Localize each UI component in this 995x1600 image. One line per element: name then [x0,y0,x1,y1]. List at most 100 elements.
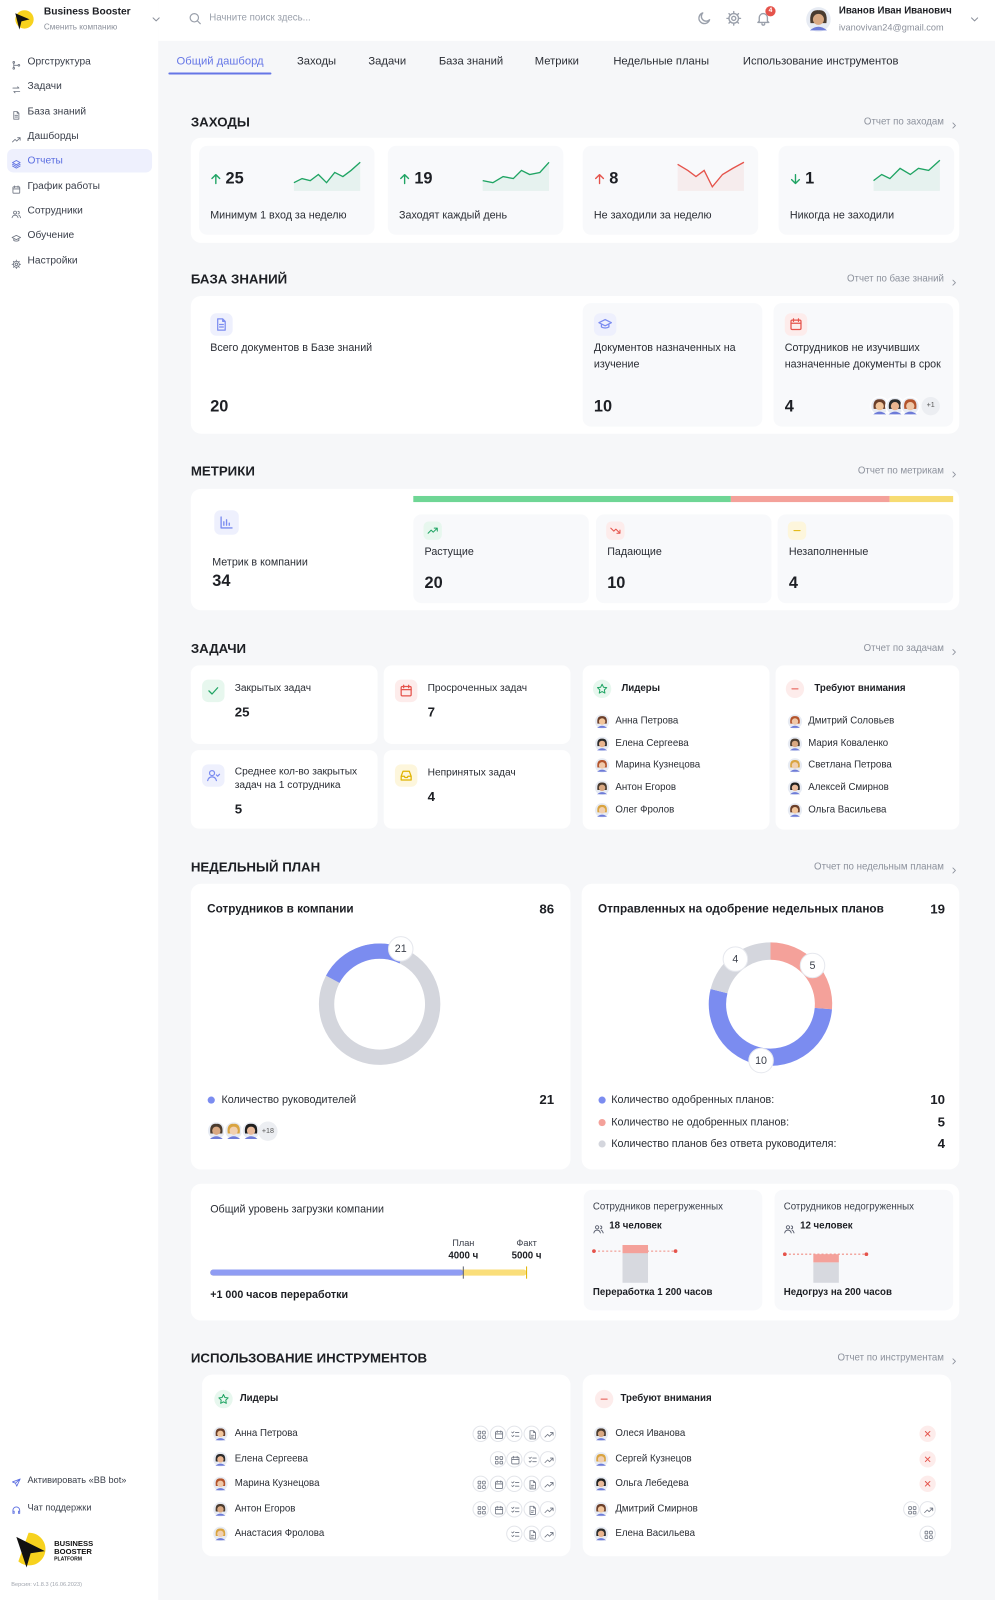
load-card-title: Сотрудников перегруженных [592,1201,723,1213]
tools-card-icon [594,1389,614,1409]
person-name[interactable]: Антон Егоров [234,1502,296,1514]
task-icon [202,679,225,703]
avatar [787,802,803,818]
report-link[interactable]: Отчет по метрикам [857,465,944,477]
icon-shape [793,530,801,532]
search-input[interactable]: Начните поиск здесь... [209,12,311,24]
avatar-body [597,792,608,795]
icon-shape [511,1455,520,1464]
icon-shape [208,687,219,695]
person-name[interactable]: Елена Сергеева [234,1452,308,1464]
icon-shape [494,1480,503,1485]
person-name[interactable]: Светлана Петрова [808,759,892,771]
icon-shape [952,649,956,656]
avatar [787,714,803,729]
icon-shape [790,319,802,331]
user-name[interactable]: Иванов Иван Иванович [838,5,952,17]
avatar-face [597,1455,605,1463]
person-name[interactable]: Дмитрий Смирнов [615,1502,698,1514]
person-name[interactable]: Марина Кузнецова [234,1477,320,1489]
menu-item[interactable]: Оргструктура [27,56,91,68]
tab[interactable]: Недельные планы [613,55,710,68]
avatar-face [906,402,915,411]
tab[interactable]: Заходы [296,55,337,68]
menu-item[interactable]: Отчеты [27,155,63,167]
sparkline [482,161,550,191]
person-name[interactable]: Антон Егоров [615,781,677,794]
icon-shape [598,318,613,329]
brand-name[interactable]: Business Booster [43,6,131,18]
legend-dot-circle [207,1096,215,1104]
avatar-body [789,725,800,728]
person-name[interactable]: Олег Фролов [615,803,675,816]
person-name[interactable]: Мария Коваленко [808,737,889,749]
bottom-link[interactable]: Активировать «BB bot» [27,1474,127,1485]
avatar-face [812,13,824,25]
icon-shape [477,1480,486,1489]
brand-action[interactable]: Сменить компанию [43,22,118,32]
icon-shape [924,1456,931,1462]
person-name[interactable]: Елена Сергеева [615,737,689,749]
tab[interactable]: Использование инструментов [742,55,899,68]
avatar [594,758,610,773]
logo-text: BUSINESS [54,1538,94,1549]
menu-item[interactable]: База знаний [27,106,87,118]
icon-shape [511,1481,520,1488]
legend-label: Количество руководителей [221,1093,357,1107]
avatar-body [215,1488,226,1491]
menu-item[interactable]: График работы [27,180,100,192]
menu-item[interactable]: Обучение [27,229,75,241]
person-name[interactable]: Марина Кузнецова [615,759,701,771]
icon-shape [12,1478,21,1487]
tool-icon [506,1525,523,1542]
icon-shape [189,13,201,25]
avatar-body [597,814,608,817]
person-name[interactable]: Анастасия Фролова [234,1527,325,1539]
person-name[interactable]: Ольга Васильева [808,803,887,816]
person-name[interactable]: Дмитрий Соловьев [808,715,895,727]
icon-shape [499,1455,503,1460]
tools-card-title: Требуют внимания [620,1392,712,1405]
donut-chart: 21 [318,936,441,1065]
icon-shape [952,122,956,129]
metrics-bar-segment [413,495,731,503]
load-mini-chart [782,1252,869,1283]
icon-shape [477,1510,482,1514]
report-link[interactable]: Отчет по инструментам [837,1352,944,1364]
tab[interactable]: Задачи [368,55,407,68]
avatar-face [598,740,606,747]
visit-label: Никогда не заходили [789,209,895,222]
person-name[interactable]: Анна Петрова [615,715,679,727]
person-name[interactable]: Ольга Лебедева [615,1477,689,1489]
report-link[interactable]: Отчет по заходам [863,116,944,128]
legend-dot-circle [598,1118,606,1126]
menu-item[interactable]: Настройки [27,255,78,267]
icon-shape [494,1430,503,1435]
person-name[interactable]: Олеся Иванова [615,1427,686,1439]
task-label: Просроченных задач [427,682,528,694]
metrics-bar-segment [889,495,954,503]
tab[interactable]: База знаний [438,55,504,68]
report-link[interactable]: Отчет по недельным планам [814,861,944,873]
tab[interactable]: Общий дашборд [176,55,264,68]
visit-card [582,145,759,235]
icon-shape [952,867,956,874]
tab[interactable]: Метрики [534,55,579,68]
person-name[interactable]: Алексей Смирнов [808,781,889,794]
person-name[interactable]: Анна Петрова [234,1427,298,1439]
icon-shape [494,1460,499,1464]
menu-item[interactable]: Сотрудники [27,205,83,217]
menu-item[interactable]: Дашборды [27,130,79,142]
person-name[interactable]: Сергей Кузнецов [615,1452,692,1464]
person-name[interactable]: Елена Васильева [615,1527,695,1539]
avatar-body [227,1136,241,1139]
menu-item[interactable]: Задачи [27,80,62,92]
avatar-face [791,806,799,814]
bottom-link[interactable]: Чат поддержки [27,1502,92,1513]
report-link[interactable]: Отчет по задачам [863,642,944,655]
report-link[interactable]: Отчет по базе знаний [846,273,944,285]
avatar-face [598,784,606,792]
avatar-face [875,402,884,411]
tools-card-title: Лидеры [239,1392,279,1405]
